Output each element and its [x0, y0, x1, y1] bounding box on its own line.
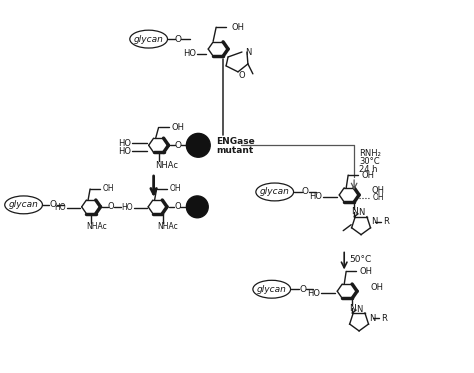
Text: OH: OH: [370, 283, 383, 292]
Text: OH: OH: [170, 185, 181, 194]
Text: ENGase: ENGase: [216, 137, 255, 146]
Text: NHAc: NHAc: [155, 161, 179, 170]
Text: OH: OH: [361, 170, 374, 179]
Circle shape: [186, 196, 208, 218]
Text: OH: OH: [103, 185, 115, 194]
Text: O: O: [108, 202, 114, 211]
Text: HO: HO: [118, 147, 131, 156]
Text: O: O: [299, 285, 306, 294]
Text: OH: OH: [373, 194, 384, 203]
Text: N: N: [358, 208, 364, 217]
Text: N: N: [245, 47, 251, 56]
Text: O: O: [175, 35, 182, 44]
Text: 50°C: 50°C: [349, 255, 372, 264]
Text: O: O: [302, 188, 309, 197]
Text: glycan: glycan: [257, 285, 287, 294]
Text: O: O: [239, 71, 246, 80]
Text: OH: OH: [359, 267, 372, 276]
Text: HO: HO: [55, 203, 66, 212]
Text: HO: HO: [183, 50, 196, 59]
Text: mutant: mutant: [216, 146, 254, 155]
Text: N: N: [349, 304, 356, 313]
Text: R: R: [383, 217, 389, 226]
Text: HO: HO: [121, 203, 133, 212]
Text: O: O: [174, 202, 181, 211]
Text: HO: HO: [310, 192, 322, 201]
Text: HO: HO: [307, 289, 320, 298]
Text: O: O: [50, 200, 57, 209]
Text: NHAc: NHAc: [157, 222, 178, 231]
Circle shape: [186, 134, 210, 157]
Text: RNH₂: RNH₂: [359, 149, 381, 158]
Text: glycan: glycan: [9, 200, 38, 209]
Text: glycan: glycan: [260, 188, 290, 197]
Text: R: R: [381, 314, 387, 323]
Text: HO: HO: [118, 139, 131, 148]
Text: O: O: [175, 141, 182, 150]
Text: N: N: [371, 217, 377, 226]
Text: glycan: glycan: [134, 35, 164, 44]
Text: OH: OH: [372, 186, 385, 195]
Text: 30°C: 30°C: [359, 157, 380, 166]
Text: N: N: [369, 314, 375, 323]
Text: OH: OH: [231, 23, 244, 32]
Text: N: N: [356, 305, 362, 314]
Text: OH: OH: [172, 123, 184, 132]
Text: N: N: [351, 207, 357, 216]
Text: NHAc: NHAc: [86, 222, 107, 231]
Text: 24 h: 24 h: [359, 164, 378, 173]
